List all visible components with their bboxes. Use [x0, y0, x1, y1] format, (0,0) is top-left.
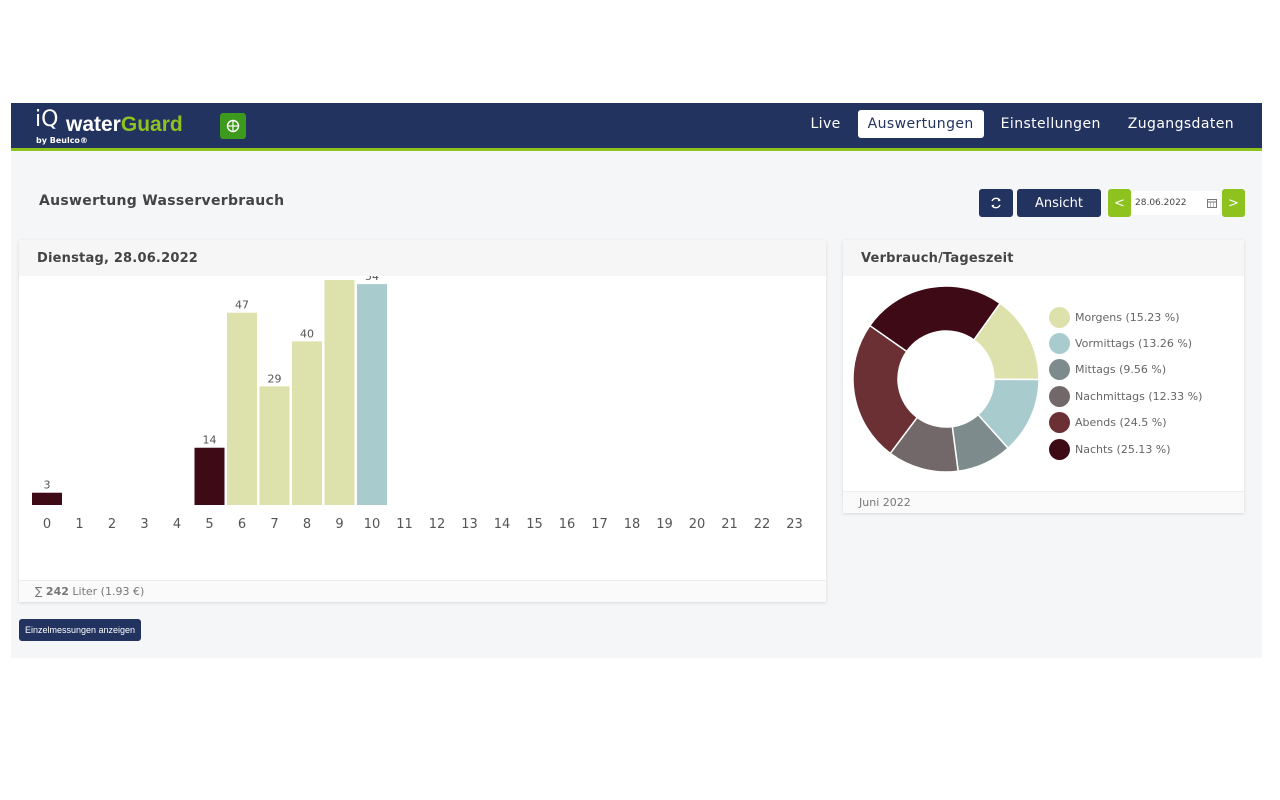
legend-item[interactable]: Nachts (25.13 %) — [1049, 436, 1202, 462]
x-tick-label: 7 — [270, 517, 278, 532]
x-tick-label: 19 — [656, 517, 673, 532]
page-title: Auswertung Wasserverbrauch — [39, 193, 285, 209]
bar-value-label: 54 — [365, 276, 379, 283]
logo-iq: iQ — [35, 107, 59, 132]
legend-swatch — [1049, 438, 1070, 460]
legend-label: Morgens (15.23 %) — [1075, 310, 1180, 324]
legend-label: Nachmittags (12.33 %) — [1075, 389, 1203, 403]
bar-hour-7[interactable] — [259, 386, 290, 505]
nav-live[interactable]: Live — [810, 116, 841, 132]
x-tick-label: 4 — [173, 517, 181, 532]
x-tick-label: 9 — [335, 517, 343, 532]
x-tick-label: 18 — [624, 517, 641, 532]
legend-swatch — [1049, 412, 1070, 434]
donut-legend: Morgens (15.23 %) Vormittags (13.26 %) Mit… — [1049, 304, 1202, 462]
legend-label: Vormittags (13.26 %) — [1075, 337, 1193, 351]
legend-item[interactable]: Mittags (9.56 %) — [1049, 357, 1202, 383]
legend-item[interactable]: Nachmittags (12.33 %) — [1049, 383, 1202, 409]
x-tick-label: 14 — [494, 517, 511, 532]
x-tick-label: 21 — [721, 517, 738, 532]
x-tick-label: 22 — [754, 517, 771, 532]
x-tick-label: 20 — [689, 517, 706, 532]
legend-label: Abends (24.5 %) — [1075, 416, 1167, 430]
hourly-consumption-panel: Dienstag, 28.06.2022 3012341454762974085… — [19, 240, 826, 602]
logo-brand-guard: Guard — [120, 113, 183, 136]
legend-item[interactable]: Morgens (15.23 %) — [1049, 304, 1202, 330]
bar-value-label: 40 — [300, 327, 314, 340]
hourly-bar-chart: 3012341454762974085595410111213141516171… — [32, 276, 803, 532]
x-tick-label: 17 — [591, 517, 608, 532]
app-window: iQ waterGuard by Beulco® Live Auswertung… — [11, 103, 1262, 658]
legend-label: Nachts (25.13 %) — [1075, 442, 1171, 456]
legend-label: Mittags (9.56 %) — [1075, 363, 1167, 377]
consumption-summary: ∑ 242 Liter (1.93 €) — [19, 580, 826, 602]
nav-einstellungen[interactable]: Einstellungen — [1000, 116, 1101, 132]
legend-item[interactable]: Vormittags (13.26 %) — [1049, 330, 1202, 356]
donut-panel-title: Verbrauch/Tageszeit — [843, 240, 1244, 276]
bar-hour-5[interactable] — [194, 447, 225, 505]
nav-zugangsdaten[interactable]: Zugangsdaten — [1127, 116, 1234, 132]
x-tick-label: 3 — [140, 517, 148, 532]
bar-hour-6[interactable] — [227, 312, 257, 505]
x-tick-label: 5 — [205, 517, 213, 532]
language-button[interactable] — [220, 113, 246, 139]
legend-swatch — [1049, 333, 1070, 355]
view-button[interactable]: Ansicht — [1017, 189, 1101, 217]
nav-auswertungen[interactable]: Auswertungen — [857, 110, 984, 138]
x-tick-label: 10 — [364, 517, 381, 532]
bar-value-label: 14 — [203, 434, 217, 447]
main-nav: Live Auswertungen Einstellungen Zugangsd… — [793, 110, 1244, 138]
bar-hour-10[interactable] — [357, 284, 387, 505]
legend-swatch — [1049, 306, 1070, 328]
refresh-button[interactable] — [979, 189, 1013, 217]
daytime-consumption-panel: Verbrauch/Tageszeit Morgens (15.23 %) Vor… — [843, 240, 1244, 513]
sum-total: 242 — [45, 585, 69, 598]
date-field[interactable] — [1132, 191, 1220, 215]
x-tick-label: 13 — [461, 517, 478, 532]
legend-item[interactable]: Abends (24.5 %) — [1049, 410, 1202, 436]
sum-prefix: ∑ — [35, 585, 46, 598]
x-tick-label: 11 — [396, 517, 413, 532]
sum-suffix: Liter (1.93 €) — [68, 585, 145, 598]
x-tick-label: 6 — [238, 517, 246, 532]
donut-slice[interactable] — [868, 285, 1002, 353]
logo-byline: by Beulco® — [36, 136, 88, 145]
bar-hour-8[interactable] — [292, 341, 322, 505]
x-tick-label: 15 — [526, 517, 543, 532]
globe-icon — [226, 119, 240, 133]
logo-wordmark: waterGuard — [66, 113, 183, 137]
legend-swatch — [1049, 385, 1070, 407]
x-tick-label: 16 — [559, 517, 576, 532]
next-day-button[interactable]: > — [1222, 189, 1245, 217]
bar-hour-0[interactable] — [32, 492, 62, 505]
logo-brand-water: water — [66, 113, 121, 136]
top-navbar: iQ waterGuard by Beulco® Live Auswertung… — [11, 103, 1262, 151]
bar-value-label: 3 — [44, 479, 51, 492]
bar-value-label: 47 — [235, 299, 249, 312]
bar-value-label: 29 — [268, 372, 282, 385]
calendar-icon[interactable] — [1207, 198, 1217, 208]
x-tick-label: 0 — [43, 517, 51, 532]
x-tick-label: 23 — [786, 517, 803, 532]
x-tick-label: 2 — [108, 517, 116, 532]
show-details-button[interactable]: Einzelmessungen anzeigen — [19, 619, 141, 641]
x-tick-label: 12 — [429, 517, 446, 532]
x-tick-label: 1 — [75, 517, 83, 532]
bar-hour-9[interactable] — [324, 280, 355, 505]
bar-value-label: 55 — [333, 276, 347, 279]
donut-panel-footer: Juni 2022 — [843, 491, 1244, 513]
refresh-icon — [991, 197, 1001, 209]
donut-slice[interactable] — [852, 324, 919, 455]
prev-day-button[interactable]: < — [1108, 189, 1131, 217]
daytime-donut-chart — [852, 285, 1040, 473]
x-tick-label: 8 — [303, 517, 311, 532]
bar-panel-title: Dienstag, 28.06.2022 — [19, 240, 826, 276]
legend-swatch — [1049, 359, 1070, 381]
